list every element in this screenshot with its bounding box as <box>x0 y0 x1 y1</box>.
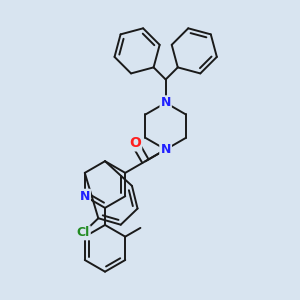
Text: O: O <box>129 136 141 150</box>
Text: N: N <box>160 96 171 109</box>
Text: N: N <box>160 143 171 156</box>
Text: N: N <box>80 190 90 203</box>
Text: N: N <box>160 143 171 156</box>
Text: Cl: Cl <box>76 226 90 239</box>
